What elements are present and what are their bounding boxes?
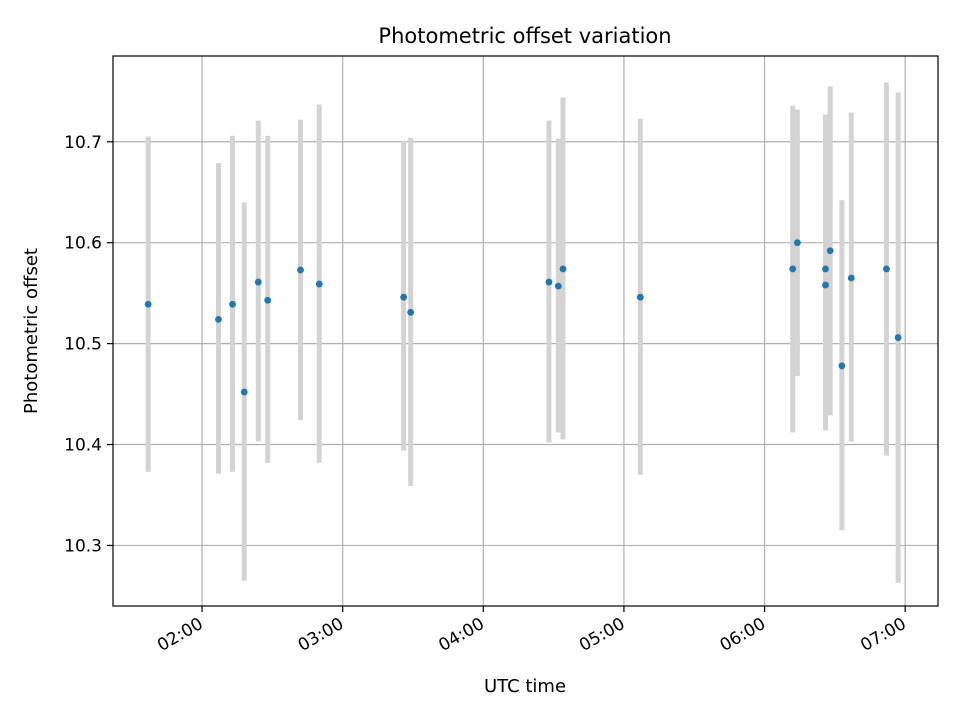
- data-point: [215, 315, 222, 323]
- data-point: [894, 334, 902, 341]
- data-point: [883, 265, 890, 273]
- chart-title: Photometric offset variation: [378, 24, 671, 48]
- y-tick-label: 10.4: [64, 436, 102, 456]
- data-point: [407, 308, 415, 316]
- data-points: [144, 239, 902, 396]
- data-point: [400, 293, 408, 301]
- data-point: [793, 239, 801, 247]
- y-tick-label: 10.5: [64, 335, 102, 355]
- y-tick-label: 10.6: [64, 234, 102, 254]
- data-point: [822, 281, 829, 289]
- data-point: [554, 282, 562, 290]
- y-tick-label: 10.7: [64, 133, 102, 153]
- data-point: [144, 300, 152, 308]
- x-axis-title: UTC time: [484, 676, 566, 697]
- data-point: [847, 274, 855, 282]
- data-point: [240, 388, 248, 396]
- data-point: [297, 266, 304, 274]
- y-axis: 10.3 10.4 10.5 10.6 10.7: [64, 133, 113, 556]
- data-point: [838, 362, 846, 370]
- data-point: [545, 278, 553, 286]
- data-point: [264, 296, 272, 304]
- data-point: [822, 265, 829, 273]
- data-point: [559, 265, 567, 273]
- data-point: [789, 265, 797, 273]
- y-tick-label: 10.3: [64, 536, 102, 556]
- data-point: [254, 278, 262, 286]
- data-point: [229, 300, 236, 308]
- data-point: [826, 247, 834, 255]
- data-point: [636, 293, 644, 301]
- y-axis-title: Photometric offset: [21, 248, 42, 414]
- plot-frame: [112, 55, 939, 607]
- data-point: [315, 280, 323, 288]
